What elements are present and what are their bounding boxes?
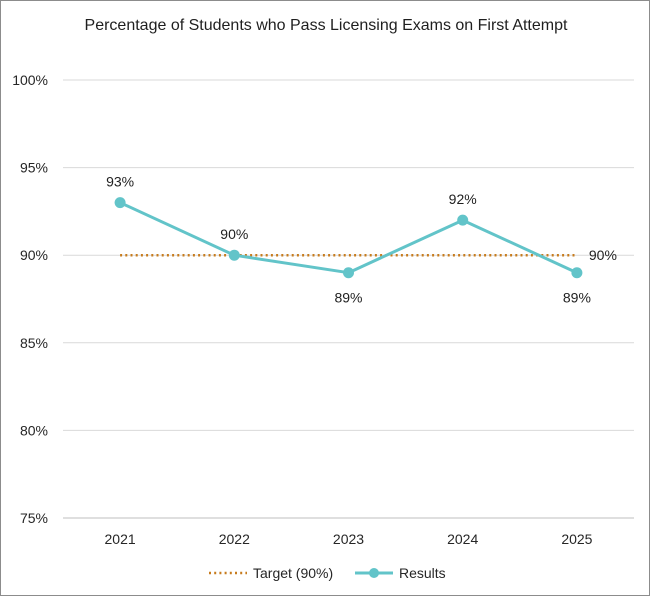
y-tick-label: 80% — [20, 422, 48, 438]
data-point-2023 — [343, 267, 354, 279]
legend-label-target: Target (90%) — [253, 565, 333, 581]
data-label-2022: 90% — [220, 226, 248, 242]
x-tick-label: 2025 — [561, 531, 592, 547]
data-label-2023: 89% — [334, 290, 362, 306]
data-point-2025 — [571, 267, 583, 279]
x-tick-label: 2021 — [105, 531, 136, 547]
legend-label-results: Results — [399, 565, 446, 581]
data-label-2021: 93% — [106, 174, 134, 190]
legend: Target (90%) Results — [209, 565, 446, 581]
x-tick-label: 2023 — [333, 531, 364, 547]
data-point-2022 — [228, 249, 240, 261]
data-labels: 90% 93% 90% 89% 92% 89% — [106, 174, 617, 306]
y-tick-label: 75% — [20, 510, 48, 526]
chart-title: Percentage of Students who Pass Licensin… — [85, 17, 568, 34]
x-axis-tick-labels: 2021 2022 2023 2024 2025 — [105, 531, 593, 547]
target-end-label: 90% — [589, 247, 617, 263]
y-tick-label: 90% — [20, 247, 48, 263]
legend-marker-results — [369, 568, 379, 578]
series-line-results — [119, 201, 578, 275]
data-point-2021 — [114, 197, 126, 209]
x-tick-label: 2022 — [219, 531, 250, 547]
series-layer — [114, 197, 583, 279]
y-axis-tick-labels: 75% 80% 85% 90% 95% 100% — [12, 72, 48, 526]
x-tick-label: 2024 — [447, 531, 478, 547]
y-tick-label: 85% — [20, 335, 48, 351]
data-label-2025: 89% — [563, 290, 591, 306]
y-tick-label: 100% — [12, 72, 48, 88]
data-point-2024 — [457, 214, 469, 226]
y-tick-label: 95% — [20, 160, 48, 176]
data-label-2024: 92% — [449, 191, 477, 207]
